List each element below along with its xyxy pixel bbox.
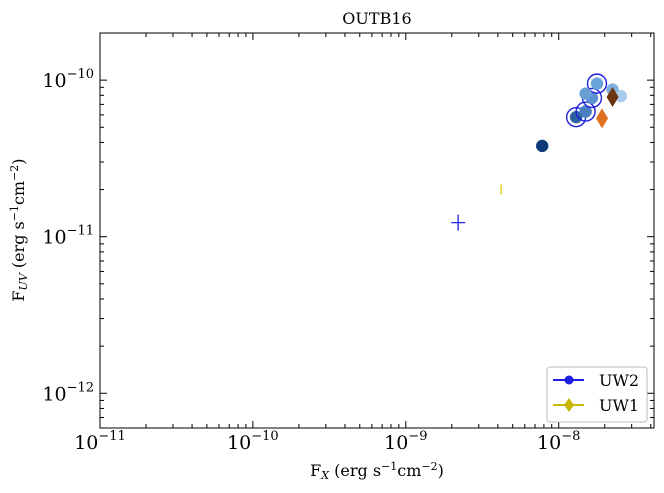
series-0-point-1-ring xyxy=(575,101,596,122)
legend-uw2-label: UW2 xyxy=(599,371,639,390)
series-0-point-3 xyxy=(590,77,604,90)
x-tick-label: 10−9 xyxy=(384,429,427,454)
plot-area xyxy=(99,32,655,429)
series-1-point-1 xyxy=(606,87,619,108)
y-tick-label: 10−11 xyxy=(42,224,94,249)
x-tick-label: 10−10 xyxy=(227,429,279,454)
y-tick-label: 10−12 xyxy=(42,380,94,405)
series-2-point-0 xyxy=(451,214,466,231)
series-1-point-0 xyxy=(596,108,609,129)
x-tick-label: 10−11 xyxy=(74,429,126,454)
y-tick-labels: 10−12 10−11 10−10 xyxy=(42,67,94,405)
legend-uw1-label: UW1 xyxy=(599,396,639,415)
y-axis-label: FUV (erg s−1cm−2) xyxy=(8,158,30,301)
legend-uw2-marker xyxy=(564,375,574,385)
series-0-point-7 xyxy=(535,139,549,153)
x-tick-labels: 10−11 10−10 10−9 10−8 xyxy=(74,429,580,454)
x-tick-label: 10−8 xyxy=(537,429,580,454)
series-0-point-3-ring xyxy=(586,73,608,94)
chart-title: OUTB16 xyxy=(342,9,411,28)
data-marks xyxy=(451,73,628,231)
legend-uw1-marker xyxy=(564,398,574,412)
y-tick-label: 10−10 xyxy=(42,67,94,92)
x-axis-label: FX (erg s−1cm−2) xyxy=(310,460,444,482)
axis-ticks xyxy=(99,32,654,429)
series-0-point-4 xyxy=(579,87,592,100)
legend: UW2 UW1 xyxy=(546,366,648,423)
